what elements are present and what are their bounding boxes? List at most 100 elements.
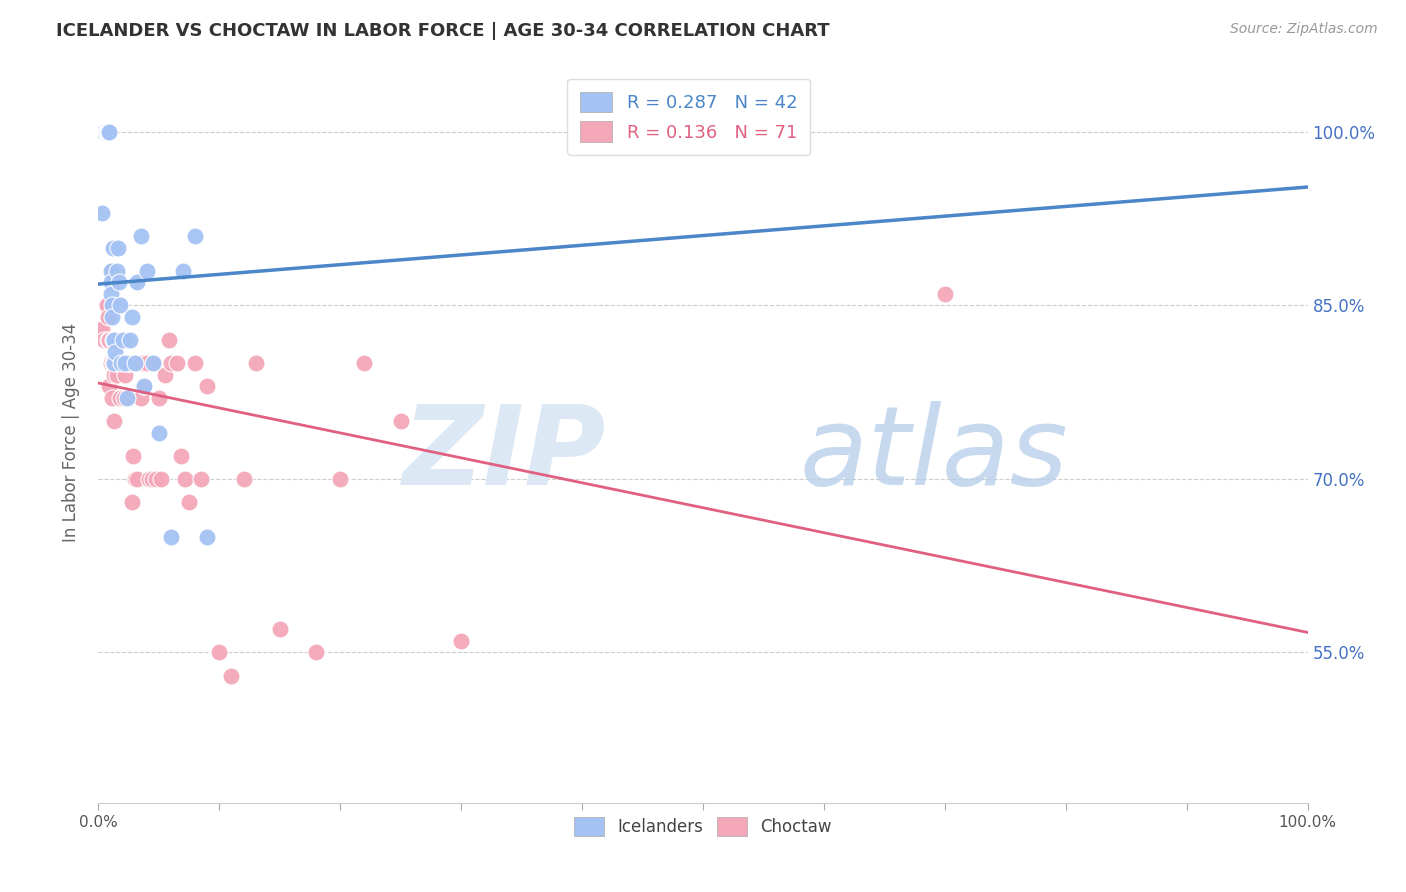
Point (111, 356, 134, 370)
Point (100, 391, 122, 405)
Point (114, 356, 136, 370)
Point (93, 125, 115, 139)
Point (121, 310, 143, 324)
Point (195, 530, 218, 544)
Point (190, 472, 212, 486)
Point (105, 356, 128, 370)
Point (98, 379, 121, 393)
Point (104, 356, 127, 370)
Point (107, 240, 129, 254)
Point (110, 356, 132, 370)
Point (108, 275, 131, 289)
Point (208, 645, 231, 659)
Point (153, 368, 176, 382)
Point (110, 356, 132, 370)
Point (91, 321, 114, 335)
Point (131, 356, 153, 370)
Point (135, 263, 157, 277)
Point (269, 622, 291, 636)
Point (97, 310, 120, 324)
Point (134, 379, 156, 393)
Point (107, 333, 129, 347)
Point (108, 391, 131, 405)
Point (105, 263, 128, 277)
Point (100, 310, 122, 324)
Legend: Icelanders, Choctaw: Icelanders, Choctaw (564, 807, 842, 847)
Point (100, 275, 122, 289)
Point (134, 379, 156, 393)
Point (150, 472, 173, 486)
Point (160, 530, 183, 544)
Point (166, 356, 188, 370)
Point (96, 125, 118, 139)
Point (96, 298, 118, 312)
Point (112, 391, 135, 405)
Point (329, 472, 352, 486)
Point (124, 356, 146, 370)
Point (115, 333, 138, 347)
Point (103, 414, 125, 428)
Point (103, 368, 125, 382)
Point (108, 298, 131, 312)
Point (389, 414, 412, 428)
Point (97, 125, 120, 139)
Point (143, 356, 166, 370)
Point (100, 286, 122, 301)
Point (91, 125, 114, 139)
Point (172, 263, 194, 277)
Point (118, 356, 141, 370)
Point (174, 472, 197, 486)
Point (184, 356, 207, 370)
Y-axis label: In Labor Force | Age 30-34: In Labor Force | Age 30-34 (62, 323, 80, 542)
Point (101, 356, 124, 370)
Point (121, 495, 143, 509)
Point (129, 391, 152, 405)
Text: atlas: atlas (800, 401, 1069, 508)
Point (122, 449, 145, 463)
Point (101, 333, 124, 347)
Point (127, 356, 149, 370)
Point (94, 125, 117, 139)
Point (124, 472, 146, 486)
Point (94, 125, 117, 139)
Point (100, 356, 122, 370)
Point (104, 344, 127, 359)
Point (97, 333, 120, 347)
Point (96, 125, 118, 139)
Point (148, 391, 170, 405)
Point (157, 333, 180, 347)
Point (105, 368, 128, 382)
Point (114, 368, 136, 382)
Point (100, 263, 122, 277)
Point (118, 356, 141, 370)
Text: Source: ZipAtlas.com: Source: ZipAtlas.com (1230, 22, 1378, 37)
Point (98, 333, 121, 347)
Point (184, 229, 207, 244)
Text: ICELANDER VS CHOCTAW IN LABOR FORCE | AGE 30-34 CORRELATION CHART: ICELANDER VS CHOCTAW IN LABOR FORCE | AG… (56, 22, 830, 40)
Point (127, 472, 149, 486)
Text: ZIP: ZIP (402, 401, 606, 508)
Point (232, 472, 254, 486)
Point (450, 633, 472, 648)
Point (195, 379, 218, 393)
Point (221, 668, 243, 682)
Point (100, 263, 122, 277)
Point (135, 356, 157, 370)
Point (148, 425, 170, 440)
Point (108, 356, 131, 370)
Point (97, 125, 120, 139)
Point (117, 356, 139, 370)
Point (101, 240, 124, 254)
Point (91, 206, 114, 220)
Point (96, 298, 118, 312)
Point (169, 449, 191, 463)
Point (98, 125, 121, 139)
Point (118, 333, 141, 347)
Point (108, 356, 131, 370)
Point (934, 286, 956, 301)
Point (145, 472, 167, 486)
Point (138, 472, 160, 486)
Point (100, 298, 122, 312)
Point (305, 645, 328, 659)
Point (142, 356, 165, 370)
